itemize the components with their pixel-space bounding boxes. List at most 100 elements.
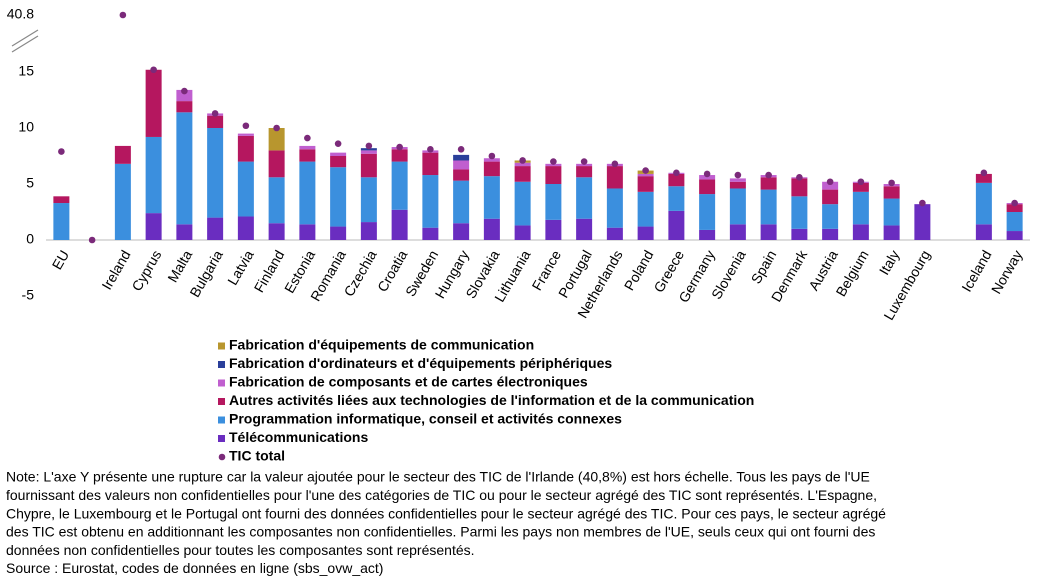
bar-segment: [852, 224, 869, 240]
y-tick-label: 0: [26, 231, 34, 247]
bar-segment: [391, 161, 408, 210]
bar-segment: [545, 184, 562, 220]
note: Chypre, le Luxembourg et le Portugal ont…: [6, 505, 886, 521]
legend-label: Télécommunications: [229, 429, 368, 445]
x-tick-label: Cyprus: [128, 247, 164, 293]
legend-label: Autres activités liées aux technologies …: [229, 392, 754, 408]
x-tick-label: Malta: [164, 247, 195, 285]
bar-segment: [483, 218, 500, 240]
legend-label: Programmation informatique, conseil et a…: [229, 411, 622, 427]
source: Source : Eurostat, codes de données en l…: [6, 560, 383, 576]
total-dot: [734, 171, 742, 179]
total-dot: [365, 142, 373, 150]
note: données non confidentielles pour toutes …: [6, 542, 475, 558]
legend-marker: [218, 398, 225, 405]
bar-segment: [729, 178, 746, 182]
bar-segment: [606, 188, 623, 228]
legend-marker: [218, 361, 225, 368]
bar-segment: [391, 149, 408, 162]
bar-segment: [207, 128, 224, 218]
bar-segment: [699, 175, 716, 180]
total-dot: [550, 158, 557, 165]
legend-label: Fabrication d'équipements de communicati…: [229, 337, 534, 353]
bar-segment: [760, 189, 777, 225]
bar-segment: [791, 196, 808, 229]
bar-segment: [514, 225, 531, 240]
bar-segment: [360, 153, 377, 178]
bar-segment: [514, 181, 531, 226]
total-dot: [211, 110, 219, 117]
bar-segment: [729, 181, 746, 189]
note: Note: L'axe Y présente une rupture car l…: [6, 469, 870, 485]
total-dot: [58, 148, 65, 155]
y-tick-label: -5: [22, 287, 35, 303]
bar-segment: [176, 224, 193, 240]
bar-segment: [145, 213, 162, 240]
total-dot: [242, 122, 250, 130]
bar-segment: [422, 152, 439, 176]
bar-segment: [453, 223, 470, 240]
bar-segment: [237, 135, 254, 162]
total-dot: [304, 134, 311, 142]
bar-segment: [360, 177, 377, 223]
bar-segment: [606, 166, 623, 189]
total-dot: [611, 160, 619, 168]
legend-label: Fabrication de composants et de cartes é…: [229, 374, 588, 390]
bar-segment: [668, 186, 685, 211]
bar-segment: [1006, 212, 1023, 232]
x-tick-label: Spain: [748, 247, 780, 286]
bar-segment: [822, 181, 839, 190]
bar-segment: [53, 203, 70, 240]
total-dot: [857, 178, 865, 186]
total-dot: [427, 145, 434, 153]
total-dot: [888, 179, 895, 187]
note: fournissant des valeurs non confidentiel…: [6, 487, 877, 503]
bar-segment: [699, 229, 716, 240]
total-dot: [273, 124, 280, 132]
y-tick-label: 5: [26, 175, 34, 191]
bar-segment: [637, 226, 654, 240]
total-dot: [580, 158, 588, 165]
total-dot: [673, 169, 680, 177]
bar-segment: [852, 182, 869, 192]
bar-segment: [545, 219, 562, 240]
total-dot: [519, 157, 526, 164]
bar-segment: [668, 173, 685, 187]
bar-segment: [483, 161, 500, 177]
bar-segment: [330, 226, 347, 240]
total-dot: [919, 199, 926, 207]
total-dot: [765, 171, 772, 179]
x-tick-label: Latvia: [224, 247, 257, 288]
bar-segment: [637, 173, 654, 177]
bar-segment: [729, 188, 746, 225]
bar-segment: [145, 69, 162, 137]
bar-segment: [268, 177, 285, 224]
bar-segment: [576, 177, 593, 219]
bar-segment: [207, 115, 224, 128]
total-dot: [488, 152, 496, 160]
total-dot: [334, 140, 342, 147]
bar-segment: [453, 169, 470, 181]
bar-segment: [760, 177, 777, 190]
bar-segment: [852, 191, 869, 225]
bar-segment: [176, 112, 193, 225]
bar-segment: [822, 204, 839, 229]
bar-segment: [883, 198, 900, 226]
bar-segment: [514, 166, 531, 182]
bar-segment: [453, 180, 470, 224]
bar-segment: [299, 224, 316, 240]
bar-segment: [237, 133, 254, 136]
total-dot: [642, 167, 649, 174]
bar-segment: [975, 182, 992, 225]
total-dot: [796, 173, 803, 181]
bar-segment: [453, 154, 470, 161]
bar-segment: [883, 186, 900, 199]
bar-segment: [883, 225, 900, 240]
x-tick-label: EU: [49, 247, 73, 272]
axis-break: [11, 35, 39, 53]
bar-segment: [360, 150, 377, 154]
bar-segment: [637, 176, 654, 192]
legend-marker: [218, 342, 225, 350]
total-dot: [703, 170, 711, 178]
total-dot: [826, 178, 834, 186]
